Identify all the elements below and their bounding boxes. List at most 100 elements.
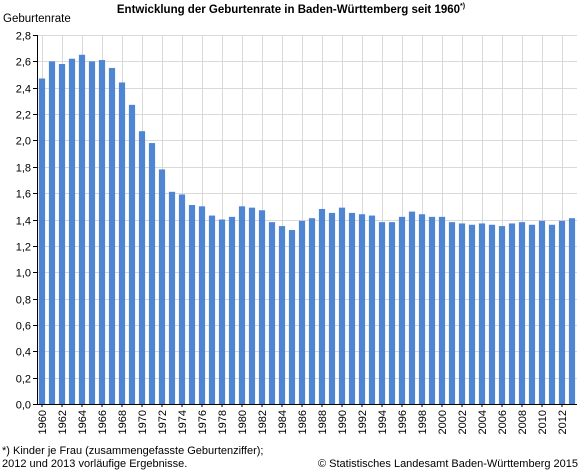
x-tick-label: 2004 — [477, 410, 489, 434]
bar-1994 — [378, 222, 386, 404]
bar-1974 — [178, 194, 186, 404]
bar-1978 — [218, 219, 226, 404]
bar-1988 — [318, 208, 326, 404]
bars — [38, 54, 576, 405]
y-axis-label: Geburtenrate — [3, 13, 71, 25]
y-tick-label: 0,6 — [16, 321, 31, 333]
x-tick-label: 1978 — [217, 410, 229, 434]
bar-2013 — [568, 218, 576, 404]
x-tick-label: 1972 — [157, 410, 169, 434]
bar-1995 — [388, 222, 396, 404]
x-tick-label: 1980 — [237, 410, 249, 434]
source-credit: © Statistisches Landesamt Baden-Württemb… — [317, 458, 578, 470]
footnote: *) Kinder je Frau (zusammengefasste Gebu… — [2, 445, 263, 471]
bar-1961 — [48, 61, 56, 405]
x-tick-label: 1960 — [37, 410, 49, 434]
x-tick-label: 1990 — [337, 410, 349, 434]
bar-1992 — [358, 214, 366, 404]
bar-1993 — [368, 215, 376, 404]
x-tick-label: 2000 — [437, 410, 449, 434]
bar-1991 — [348, 212, 356, 404]
y-tick-label: 0,2 — [16, 374, 31, 386]
x-tick-label: 1996 — [397, 410, 409, 434]
x-tick-label: 2010 — [537, 410, 549, 434]
x-tick-label: 1966 — [97, 410, 109, 434]
bar-1982 — [258, 210, 266, 404]
bar-1999 — [428, 216, 436, 404]
tick-labels: 0,0 0,2 0,4 0,6 0,8 1,0 1,2 1,4 1,6 1,8 2,0 2,2 2,4 2… — [16, 31, 569, 435]
bar-1973 — [168, 191, 176, 404]
bar-1968 — [118, 82, 126, 404]
bar-2011 — [548, 224, 556, 404]
x-tick-label: 2002 — [457, 410, 469, 434]
y-tick-label: 0,4 — [16, 347, 31, 359]
bar-1964 — [78, 54, 86, 405]
bar-1976 — [198, 206, 206, 404]
y-tick-label: 1,0 — [16, 268, 31, 280]
y-tick-label: 2,2 — [16, 110, 31, 122]
bar-2006 — [498, 226, 506, 404]
bar-2003 — [468, 224, 476, 404]
x-tick-label: 2006 — [497, 410, 509, 434]
bar-1984 — [278, 226, 286, 404]
bar-1983 — [268, 222, 276, 404]
bar-1986 — [298, 220, 306, 404]
bar-1989 — [328, 212, 336, 404]
y-tick-label: 1,8 — [16, 163, 31, 175]
grid-lines — [37, 35, 577, 405]
x-tick-label: 1992 — [357, 410, 369, 434]
axes — [33, 35, 577, 407]
chart-title: Entwicklung der Geburtenrate in Baden-Wü… — [116, 3, 466, 16]
x-tick-label: 1968 — [117, 410, 129, 434]
y-tick-label: 1,6 — [16, 189, 31, 201]
footnote-line-1: *) Kinder je Frau (zusammengefasste Gebu… — [2, 445, 264, 457]
bar-1979 — [228, 216, 236, 404]
y-tick-label: 1,4 — [16, 216, 31, 228]
footnote-line-2: 2012 und 2013 vorläufige Ergebnisse. — [2, 458, 188, 470]
bar-1965 — [88, 61, 96, 405]
bar-1996 — [398, 216, 406, 404]
x-tick-label: 1976 — [197, 410, 209, 434]
y-tick-label: 0,8 — [16, 295, 31, 307]
y-tick-label: 2,0 — [16, 136, 31, 148]
bar-1963 — [68, 58, 76, 404]
bar-1981 — [248, 207, 256, 404]
bar-1980 — [238, 206, 246, 404]
x-tick-label: 1986 — [297, 410, 309, 434]
y-tick-label: 0,0 — [16, 400, 31, 412]
bar-1990 — [338, 207, 346, 404]
bar-2004 — [478, 223, 486, 404]
bar-1970 — [138, 131, 146, 404]
bar-2012 — [558, 220, 566, 404]
bar-1971 — [148, 143, 156, 404]
bar-1966 — [98, 60, 106, 404]
bar-2001 — [448, 222, 456, 404]
bar-2010 — [538, 220, 546, 404]
bar-2009 — [528, 224, 536, 404]
bar-2008 — [518, 222, 526, 404]
bar-1977 — [208, 215, 216, 404]
y-tick-label: 2,4 — [16, 84, 31, 96]
bar-1975 — [188, 205, 196, 404]
bar-1962 — [58, 63, 66, 405]
y-tick-label: 1,2 — [16, 242, 31, 254]
y-tick-label: 2,6 — [16, 57, 31, 69]
x-tick-label: 1994 — [377, 410, 389, 434]
bar-1969 — [128, 104, 136, 404]
y-tick-label: 2,8 — [16, 31, 31, 43]
x-tick-label: 1982 — [257, 410, 269, 434]
bar-2002 — [458, 223, 466, 404]
x-tick-label: 1970 — [137, 410, 149, 434]
bar-1997 — [408, 211, 416, 404]
x-tick-label: 2008 — [517, 410, 529, 434]
bar-1987 — [308, 218, 316, 404]
x-tick-label: 1984 — [277, 410, 289, 434]
bar-1972 — [158, 169, 166, 404]
x-tick-label: 1988 — [317, 410, 329, 434]
bar-1985 — [288, 230, 296, 404]
x-tick-label: 1964 — [77, 410, 89, 434]
bar-1998 — [418, 214, 426, 404]
bar-2000 — [438, 216, 446, 404]
x-tick-label: 2012 — [557, 410, 569, 434]
